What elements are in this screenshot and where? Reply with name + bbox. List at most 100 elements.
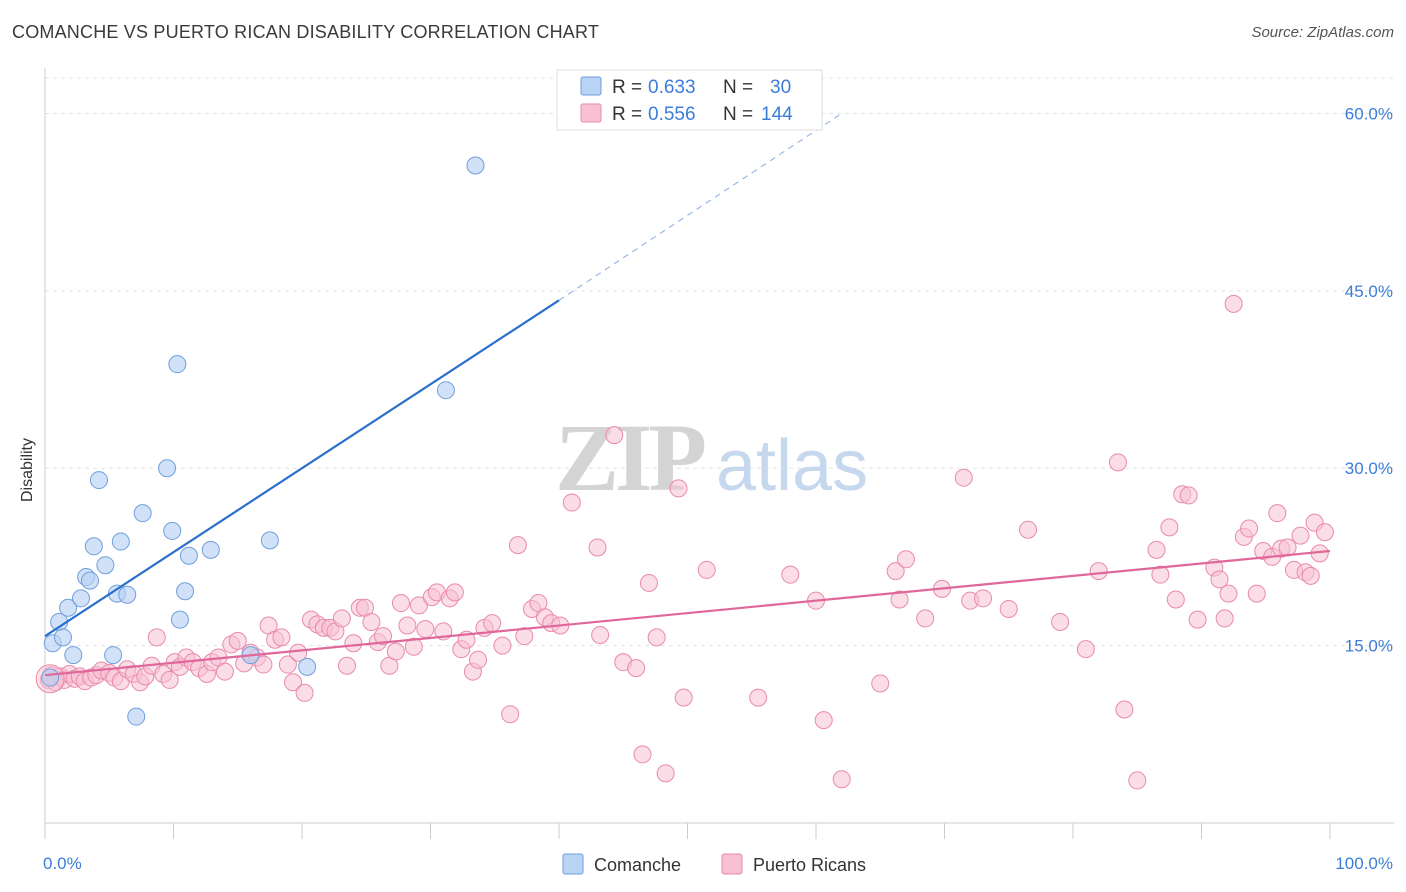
legend-r-label-comanche: R = [612, 77, 642, 98]
comanche-point [163, 521, 182, 540]
y-tick-label: 60.0% [1345, 104, 1393, 123]
watermark-atlas: atlas [716, 426, 868, 506]
comanche-point [89, 471, 108, 490]
y-tick-labels: 15.0% 30.0% 45.0% 60.0% [1345, 104, 1393, 655]
trend-lines [44, 112, 1331, 677]
comanche-point [84, 537, 103, 556]
x-tick-label: 100.0% [1335, 854, 1393, 873]
legend: R = 0.633 N = 30 R = 0.556 N = 144 [556, 69, 823, 131]
puerto-ricans-point [1089, 562, 1108, 581]
comanche-point [80, 571, 99, 590]
comanche-point [168, 355, 187, 374]
comanche-point [96, 556, 115, 575]
legend-swatch-comanche [580, 76, 602, 96]
puerto-ricans-point [1128, 771, 1147, 790]
puerto-ricans-point [373, 627, 392, 646]
puerto-ricans-point [1147, 540, 1166, 559]
puerto-ricans-point [272, 628, 291, 647]
bottom-legend-label-puerto-ricans: Puerto Ricans [753, 855, 866, 875]
puerto-ricans-point [871, 674, 890, 693]
puerto-ricans-point [633, 745, 652, 764]
puerto-ricans-point [160, 670, 179, 689]
puerto-ricans-point [344, 634, 363, 653]
legend-n-value-comanche: 30 [770, 77, 791, 98]
legend-n-label-comanche: N = [723, 77, 753, 98]
comanche-point [170, 610, 189, 629]
puerto-ricans-point [1240, 519, 1259, 538]
comanche-point [466, 156, 485, 175]
legend-n-label-puerto-ricans: N = [723, 104, 753, 125]
y-tick-label: 30.0% [1345, 459, 1393, 478]
puerto-ricans-point [215, 662, 234, 681]
puerto-ricans-point [669, 479, 688, 498]
bottom-legend-label-comanche: Comanche [594, 855, 681, 875]
puerto-ricans-point [508, 536, 527, 555]
bottom-legend-swatch-comanche [562, 853, 584, 875]
axes [44, 68, 1394, 839]
comanche-point [53, 628, 72, 647]
x-tick-labels: 0.0% 100.0% [43, 854, 1393, 873]
puerto-ricans-trend-line [44, 549, 1331, 677]
puerto-ricans-point [627, 659, 646, 678]
puerto-ricans-point [974, 589, 993, 608]
puerto-ricans-point [469, 650, 488, 669]
source-label: Source: ZipAtlas.com [1251, 24, 1394, 41]
comanche-point [158, 459, 177, 478]
puerto-ricans-point [1019, 520, 1038, 539]
comanche-point [104, 646, 123, 665]
puerto-ricans-point [1291, 526, 1310, 545]
puerto-ricans-point [391, 594, 410, 613]
x-tick-label: 0.0% [43, 854, 82, 873]
legend-n-value-puerto-ricans: 144 [761, 104, 793, 125]
puerto-ricans-point [416, 620, 435, 639]
comanche-point [260, 531, 279, 550]
comanche-point [133, 504, 152, 523]
puerto-ricans-point [147, 628, 166, 647]
puerto-ricans-point [284, 673, 303, 692]
puerto-ricans-point [1247, 584, 1266, 603]
puerto-ricans-point [1166, 590, 1185, 609]
puerto-ricans-point [639, 573, 658, 592]
puerto-ricans-point [515, 627, 534, 646]
puerto-ricans-points [35, 294, 1334, 790]
comanche-trend-line [44, 299, 560, 638]
comanche-point [201, 540, 220, 559]
comanche-trend-extension [558, 112, 843, 301]
puerto-ricans-point [647, 628, 666, 647]
puerto-ricans-point [605, 426, 624, 445]
y-tick-label: 45.0% [1345, 282, 1393, 301]
puerto-ricans-point [886, 562, 905, 581]
puerto-ricans-point [501, 705, 520, 724]
legend-r-value-puerto-ricans: 0.556 [648, 104, 696, 125]
legend-r-value-comanche: 0.633 [648, 77, 696, 98]
puerto-ricans-point [1076, 640, 1095, 659]
puerto-ricans-point [1315, 523, 1334, 542]
puerto-ricans-point [445, 583, 464, 602]
puerto-ricans-point [483, 614, 502, 633]
puerto-ricans-point [999, 599, 1018, 618]
comanche-point [41, 668, 60, 687]
comanche-point [59, 598, 78, 617]
watermark: ZIP atlas [555, 404, 868, 511]
legend-r-label-puerto-ricans: R = [612, 104, 642, 125]
comanche-point [118, 585, 137, 604]
puerto-ricans-point [1160, 518, 1179, 537]
comanche-point [176, 582, 195, 601]
puerto-ricans-point [674, 688, 693, 707]
puerto-ricans-point [1268, 504, 1287, 523]
puerto-ricans-point [493, 636, 512, 655]
bottom-legend-swatch-puerto-ricans [721, 853, 743, 875]
comanche-point [71, 589, 90, 608]
puerto-ricans-point [1224, 294, 1243, 313]
puerto-ricans-point [1301, 566, 1320, 585]
puerto-ricans-point [832, 770, 851, 789]
puerto-ricans-point [337, 656, 356, 675]
gridlines [45, 77, 1394, 647]
puerto-ricans-point [896, 550, 915, 569]
puerto-ricans-point [1051, 612, 1070, 631]
puerto-ricans-point [332, 609, 351, 628]
y-tick-label: 15.0% [1345, 637, 1393, 656]
legend-swatch-puerto-ricans [580, 103, 602, 123]
puerto-ricans-point [591, 625, 610, 644]
